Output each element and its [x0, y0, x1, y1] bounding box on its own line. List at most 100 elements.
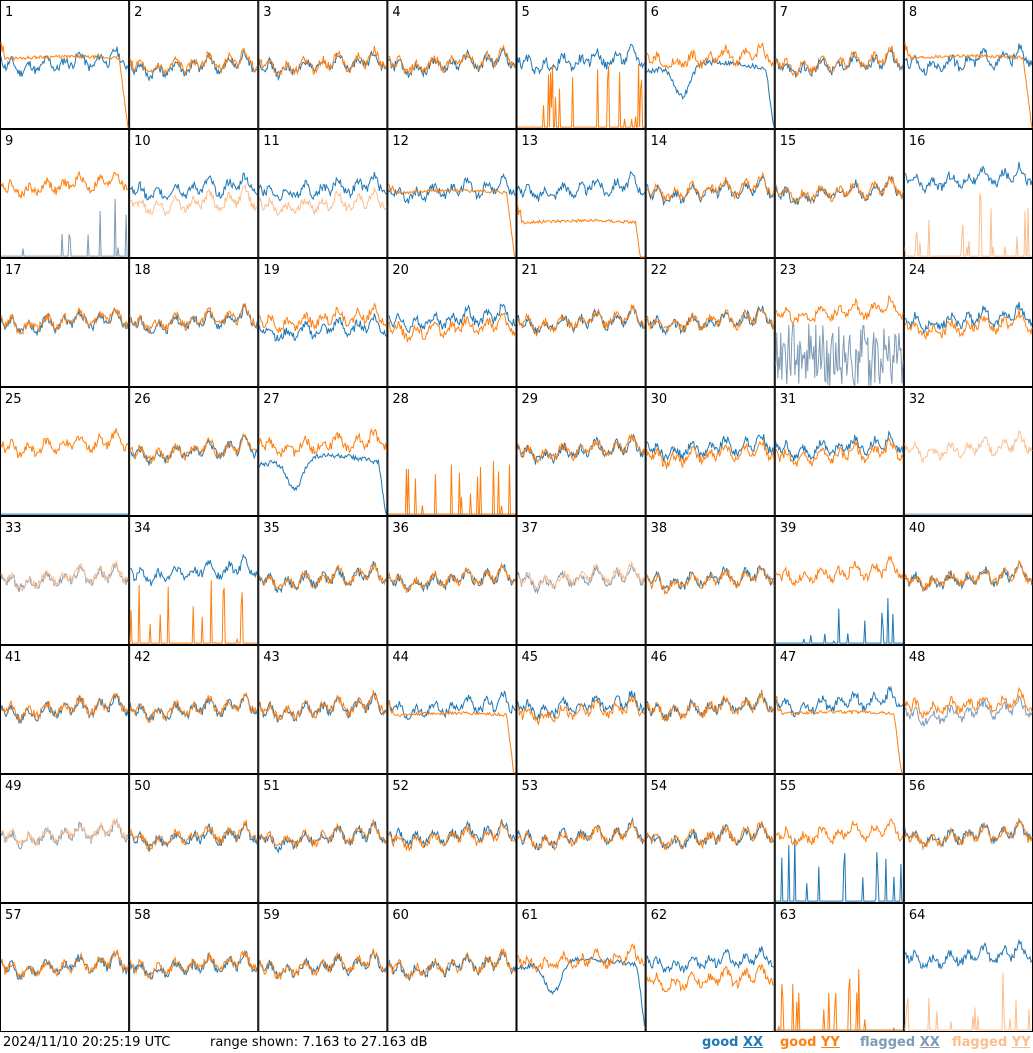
panel-46: 46: [645, 645, 775, 774]
panel-55: 55: [774, 774, 904, 903]
panel-label: 39: [780, 521, 797, 536]
panel-8: 8: [903, 0, 1033, 129]
panel-frame: [516, 516, 646, 645]
panel-64-xx-line: [904, 938, 1033, 970]
panel-20: 20: [387, 258, 517, 387]
panel-label: 18: [134, 263, 151, 278]
panel-48: 48: [903, 645, 1033, 774]
panel-frame: [516, 129, 646, 258]
panel-label: 60: [392, 908, 409, 923]
panel-34: 34: [129, 516, 259, 645]
panel-frame: [258, 516, 388, 645]
panel-4-yy-line: [388, 44, 516, 76]
panel-21: 21: [516, 258, 646, 387]
panel-35-xx-line: [258, 560, 387, 594]
panel-label: 24: [909, 263, 926, 278]
panel-31-yy-line: [775, 437, 904, 467]
panel-32: 32: [903, 387, 1033, 516]
panel-label: 25: [5, 392, 22, 407]
legend-flagged-yy-prefix: flagged: [952, 1035, 1008, 1050]
panel-38-xx-line: [646, 564, 775, 592]
panel-4: 4: [387, 0, 517, 129]
panel-62-xx-line: [646, 946, 775, 975]
panel-59-xx-line: [258, 949, 387, 979]
panel-label: 53: [522, 779, 539, 794]
panel-60: 60: [387, 903, 517, 1032]
panel-14-yy-line: [646, 171, 775, 202]
panel-37: 37: [516, 516, 646, 645]
panel-20-xx-line: [388, 303, 516, 333]
panel-55-yy-line: [775, 818, 904, 847]
panel-50: 50: [129, 774, 259, 903]
panel-label: 64: [909, 908, 926, 923]
panel-27: 27: [258, 387, 388, 516]
panel-label: 28: [392, 392, 409, 407]
panel-56-yy-line: [904, 818, 1033, 851]
panel-label: 32: [909, 392, 926, 407]
panel-64-yy-line: [904, 972, 1032, 1031]
panel-label: 61: [522, 908, 539, 923]
panel-label: 23: [780, 263, 797, 278]
panel-frame: [645, 0, 775, 129]
panel-label: 27: [263, 392, 280, 407]
legend-flagged-xx-marker: XX: [919, 1035, 940, 1050]
panel-label: 14: [651, 134, 668, 149]
panel-62-yy-line: [646, 963, 775, 993]
panel-12-yy-line: [388, 183, 516, 258]
panel-62: 62: [645, 903, 775, 1032]
panel-23-xx-line: [775, 322, 904, 387]
panel-frame: [0, 387, 130, 516]
panel-frame: [387, 129, 517, 258]
panel-2-xx-line: [129, 49, 258, 82]
panel-11-xx-line: [258, 171, 387, 201]
panel-label: 11: [263, 134, 280, 149]
panel-frame: [516, 0, 646, 129]
legend-good-yy-marker: YY: [821, 1035, 840, 1050]
panel-3-yy-line: [258, 45, 387, 77]
panel-29-xx-line: [517, 433, 645, 465]
panel-21-xx-line: [517, 305, 645, 334]
panel-frame: [774, 774, 904, 903]
panel-label: 46: [651, 650, 668, 665]
panel-frame: [645, 129, 775, 258]
panel-6-xx-line: [646, 58, 775, 127]
panel-36-xx-line: [388, 563, 516, 593]
panel-50-yy-line: [129, 819, 258, 851]
panel-label: 21: [522, 263, 539, 278]
panel-25: 25: [0, 387, 130, 516]
panel-1-yy-line: [0, 42, 129, 129]
panel-label: 29: [522, 392, 539, 407]
panel-label: 49: [5, 779, 22, 794]
panel-30-yy-line: [646, 440, 775, 469]
panel-6: 6: [645, 0, 775, 129]
panel-frame: [129, 129, 259, 258]
panel-label: 19: [263, 263, 280, 278]
panel-24: 24: [903, 258, 1033, 387]
panel-frame: [129, 903, 259, 1032]
panel-30: 30: [645, 387, 775, 516]
panel-47-xx-line: [775, 685, 904, 718]
panel-27-yy-line: [258, 427, 387, 458]
panel-34-xx-line: [130, 553, 258, 587]
panel-29-yy-line: [517, 433, 646, 464]
panel-label: 20: [392, 263, 409, 278]
panel-10-yy-line: [129, 183, 258, 217]
panel-63: 63: [774, 903, 904, 1032]
panel-11: 11: [258, 129, 388, 258]
panel-64: 64: [903, 903, 1033, 1032]
panel-label: 9: [5, 134, 13, 149]
panel-46-yy-line: [646, 690, 775, 722]
panel-13-xx-line: [517, 171, 646, 202]
panel-2-yy-line: [129, 47, 258, 76]
panel-1-xx-line: [0, 46, 129, 77]
panel-label: 56: [909, 779, 926, 794]
panel-label: 57: [5, 908, 22, 923]
panel-label: 6: [651, 5, 659, 20]
legend-flagged-yy: flagged YY: [952, 1032, 1031, 1053]
panel-frame: [903, 0, 1033, 129]
panel-48-yy-line: [904, 686, 1033, 720]
panel-label: 12: [392, 134, 409, 149]
panel-13-yy-line: [517, 203, 645, 258]
panel-label: 38: [651, 521, 668, 536]
panel-33: 33: [0, 516, 130, 645]
